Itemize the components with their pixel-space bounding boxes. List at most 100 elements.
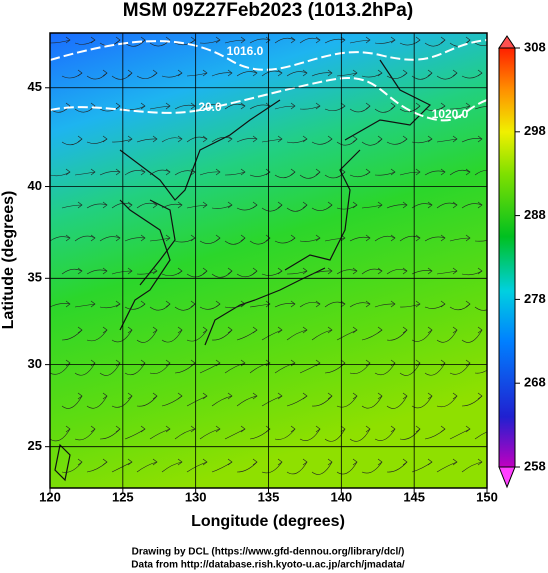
colorbar-max-arrow — [498, 35, 516, 49]
streamline — [461, 203, 483, 209]
streamline — [474, 369, 487, 374]
streamline — [86, 203, 108, 209]
streamline-arrow — [215, 168, 221, 176]
streamline-arrow — [227, 392, 233, 400]
streamline — [311, 395, 333, 407]
streamline-arrow — [90, 425, 96, 433]
streamline — [474, 105, 487, 110]
streamline — [136, 138, 158, 143]
streamline — [99, 303, 121, 309]
streamline — [224, 428, 246, 440]
streamline-arrow — [227, 69, 233, 77]
streamline-arrow — [190, 425, 196, 433]
streamline-arrow — [165, 102, 171, 110]
streamline — [311, 270, 333, 275]
streamline-arrow — [452, 392, 458, 400]
streamline — [374, 171, 396, 176]
streamline — [474, 240, 487, 242]
streamline-arrow — [77, 392, 83, 400]
colorbar-tick-label: 288 — [524, 207, 546, 222]
streamline-arrow — [402, 69, 408, 77]
streamline — [111, 461, 133, 473]
streamline — [449, 428, 471, 440]
streamline — [124, 237, 146, 242]
streamline — [224, 103, 246, 110]
streamline-arrow — [315, 234, 321, 242]
streamline-arrow — [315, 425, 321, 433]
streamline-arrow — [265, 425, 271, 433]
streamline — [149, 169, 171, 176]
streamline-arrow — [140, 234, 146, 242]
streamline-arrow — [427, 392, 433, 400]
streamline-arrow — [227, 458, 233, 466]
streamline-arrow — [140, 36, 146, 44]
streamline-arrow — [202, 201, 208, 209]
streamline-arrow — [277, 326, 283, 334]
streamline-arrow — [477, 326, 483, 334]
streamline-arrow — [290, 300, 296, 308]
streamline-arrow — [240, 102, 246, 110]
streamlines — [50, 36, 495, 475]
streamline — [174, 170, 196, 176]
streamline — [474, 431, 487, 440]
streamline-arrow — [265, 300, 271, 308]
streamline — [99, 171, 121, 176]
streamline — [374, 39, 396, 44]
streamline — [199, 428, 221, 440]
streamline — [311, 72, 333, 77]
streamline-arrow — [440, 425, 446, 433]
streamline-arrow — [477, 135, 483, 143]
streamline-arrow — [415, 425, 421, 433]
streamline-arrow — [177, 201, 183, 209]
x-tick-label: 125 — [112, 489, 134, 504]
streamline-arrow — [427, 69, 433, 77]
streamline-arrow — [491, 37, 495, 43]
streamline — [50, 236, 71, 242]
streamline-arrow — [340, 168, 346, 176]
streamline — [274, 303, 296, 308]
streamline-arrow — [202, 326, 208, 334]
streamline — [361, 461, 383, 474]
streamline — [111, 329, 133, 343]
streamline-arrow — [390, 234, 396, 242]
y-tick-label: 25 — [28, 438, 42, 453]
streamline-arrow — [252, 458, 258, 466]
streamline — [74, 428, 96, 441]
streamline-arrow — [477, 69, 483, 77]
streamline — [436, 329, 458, 343]
streamline — [111, 270, 133, 275]
streamline-arrow — [365, 300, 371, 308]
colorbar-tick-label: 308 — [524, 39, 546, 54]
streamline-arrow — [190, 36, 196, 44]
streamline — [186, 461, 208, 473]
streamline — [261, 70, 283, 77]
streamline — [186, 395, 208, 407]
streamline-arrow — [202, 458, 208, 466]
streamline-arrow — [327, 135, 333, 143]
streamline-arrow — [377, 267, 383, 275]
streamline — [299, 105, 321, 110]
streamline — [399, 303, 421, 308]
streamline-arrow — [302, 267, 308, 275]
streamline-arrow — [315, 300, 321, 308]
streamline-arrow — [215, 36, 221, 44]
streamline-arrow — [240, 234, 246, 242]
streamline — [449, 237, 471, 242]
streamline — [149, 428, 171, 440]
streamline-arrow — [127, 392, 133, 400]
footer-line: Drawing by DCL (https://www.gfd-dennou.o… — [132, 547, 405, 558]
streamline — [349, 39, 371, 44]
streamline — [299, 171, 321, 179]
streamline — [224, 362, 246, 374]
streamline-arrow — [465, 36, 471, 44]
streamline-arrow — [377, 201, 383, 209]
streamline-arrow — [115, 425, 121, 433]
streamline-arrow — [377, 135, 383, 143]
streamline-arrow — [240, 168, 246, 176]
streamline-arrow — [252, 392, 258, 400]
streamline-arrow — [152, 135, 158, 143]
streamline-arrow — [190, 300, 196, 308]
streamline — [299, 428, 321, 441]
streamline-arrow — [152, 458, 158, 466]
streamline-arrow — [315, 36, 321, 44]
